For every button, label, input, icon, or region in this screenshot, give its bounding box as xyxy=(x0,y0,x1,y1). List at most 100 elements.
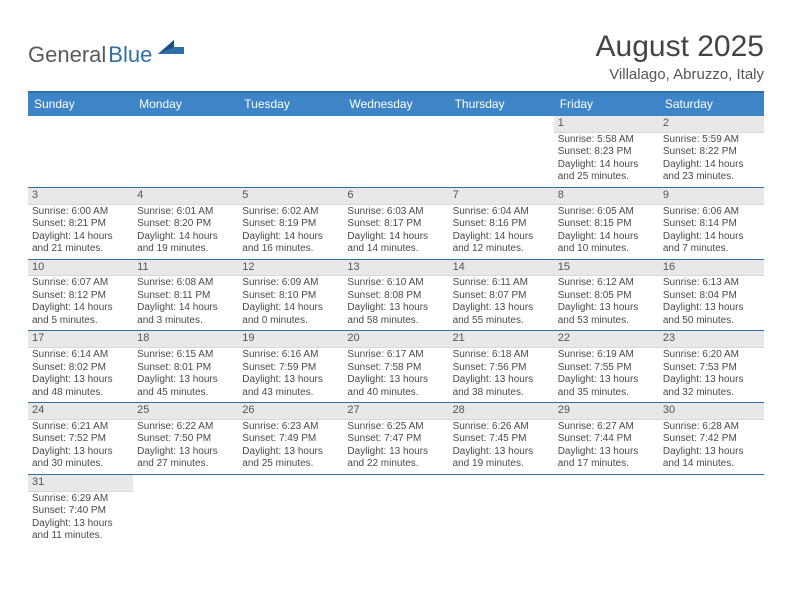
sunset-line: Sunset: 8:04 PM xyxy=(663,290,760,303)
daylight-line: Daylight: 13 hours xyxy=(32,518,129,531)
logo-text-blue: Blue xyxy=(108,42,152,68)
daylight-line: and 45 minutes. xyxy=(137,387,234,400)
sunset-line: Sunset: 8:17 PM xyxy=(347,218,444,231)
day-number: 9 xyxy=(659,188,764,205)
weekday-header-row: SundayMondayTuesdayWednesdayThursdayFrid… xyxy=(28,93,764,116)
day-number: 28 xyxy=(449,403,554,420)
day-body: Sunrise: 5:58 AMSunset: 8:23 PMDaylight:… xyxy=(554,133,659,187)
sunset-line: Sunset: 7:50 PM xyxy=(137,433,234,446)
flag-icon xyxy=(158,40,184,63)
daylight-line: Daylight: 14 hours xyxy=(347,231,444,244)
day-number: 22 xyxy=(554,331,659,348)
daylight-line: Daylight: 14 hours xyxy=(663,159,760,172)
daylight-line: Daylight: 13 hours xyxy=(453,302,550,315)
day-number: 3 xyxy=(28,188,133,205)
sunrise-line: Sunrise: 6:09 AM xyxy=(242,277,339,290)
day-body: Sunrise: 6:14 AMSunset: 8:02 PMDaylight:… xyxy=(28,348,133,402)
day-body: Sunrise: 6:01 AMSunset: 8:20 PMDaylight:… xyxy=(133,205,238,259)
daylight-line: and 48 minutes. xyxy=(32,387,129,400)
empty-cell xyxy=(28,116,133,187)
day-cell-27: 27Sunrise: 6:25 AMSunset: 7:47 PMDayligh… xyxy=(343,403,448,474)
sunrise-line: Sunrise: 6:11 AM xyxy=(453,277,550,290)
daylight-line: and 14 minutes. xyxy=(663,458,760,471)
empty-cell xyxy=(449,475,554,546)
sunset-line: Sunset: 7:55 PM xyxy=(558,362,655,375)
sunset-line: Sunset: 8:22 PM xyxy=(663,146,760,159)
daylight-line: and 25 minutes. xyxy=(242,458,339,471)
logo: GeneralBlue xyxy=(28,40,184,69)
sunrise-line: Sunrise: 5:59 AM xyxy=(663,134,760,147)
daylight-line: Daylight: 13 hours xyxy=(663,302,760,315)
daylight-line: and 40 minutes. xyxy=(347,387,444,400)
sunrise-line: Sunrise: 6:08 AM xyxy=(137,277,234,290)
day-number: 31 xyxy=(28,475,133,492)
day-body: Sunrise: 6:10 AMSunset: 8:08 PMDaylight:… xyxy=(343,276,448,330)
daylight-line: Daylight: 13 hours xyxy=(347,446,444,459)
daylight-line: Daylight: 14 hours xyxy=(32,302,129,315)
day-body: Sunrise: 6:11 AMSunset: 8:07 PMDaylight:… xyxy=(449,276,554,330)
sunrise-line: Sunrise: 6:12 AM xyxy=(558,277,655,290)
daylight-line: Daylight: 13 hours xyxy=(242,446,339,459)
day-cell-22: 22Sunrise: 6:19 AMSunset: 7:55 PMDayligh… xyxy=(554,331,659,402)
day-cell-10: 10Sunrise: 6:07 AMSunset: 8:12 PMDayligh… xyxy=(28,260,133,331)
day-number: 30 xyxy=(659,403,764,420)
day-number: 4 xyxy=(133,188,238,205)
header: GeneralBlue August 2025 Villalago, Abruz… xyxy=(28,30,764,83)
day-body: Sunrise: 6:18 AMSunset: 7:56 PMDaylight:… xyxy=(449,348,554,402)
calendar: SundayMondayTuesdayWednesdayThursdayFrid… xyxy=(28,91,764,546)
sunrise-line: Sunrise: 6:25 AM xyxy=(347,421,444,434)
day-number: 7 xyxy=(449,188,554,205)
location: Villalago, Abruzzo, Italy xyxy=(596,66,764,83)
daylight-line: Daylight: 14 hours xyxy=(663,231,760,244)
weekday-sunday: Sunday xyxy=(28,93,133,116)
daylight-line: Daylight: 14 hours xyxy=(558,159,655,172)
daylight-line: and 53 minutes. xyxy=(558,315,655,328)
day-cell-6: 6Sunrise: 6:03 AMSunset: 8:17 PMDaylight… xyxy=(343,188,448,259)
sunset-line: Sunset: 8:21 PM xyxy=(32,218,129,231)
day-number: 8 xyxy=(554,188,659,205)
sunrise-line: Sunrise: 6:27 AM xyxy=(558,421,655,434)
day-body: Sunrise: 6:26 AMSunset: 7:45 PMDaylight:… xyxy=(449,420,554,474)
day-body: Sunrise: 6:05 AMSunset: 8:15 PMDaylight:… xyxy=(554,205,659,259)
sunset-line: Sunset: 7:42 PM xyxy=(663,433,760,446)
sunrise-line: Sunrise: 6:22 AM xyxy=(137,421,234,434)
day-body: Sunrise: 6:08 AMSunset: 8:11 PMDaylight:… xyxy=(133,276,238,330)
weekday-monday: Monday xyxy=(133,93,238,116)
sunrise-line: Sunrise: 6:13 AM xyxy=(663,277,760,290)
day-body: Sunrise: 6:21 AMSunset: 7:52 PMDaylight:… xyxy=(28,420,133,474)
day-body: Sunrise: 6:28 AMSunset: 7:42 PMDaylight:… xyxy=(659,420,764,474)
empty-cell xyxy=(238,475,343,546)
day-number: 12 xyxy=(238,260,343,277)
day-body: Sunrise: 6:20 AMSunset: 7:53 PMDaylight:… xyxy=(659,348,764,402)
daylight-line: and 12 minutes. xyxy=(453,243,550,256)
day-cell-23: 23Sunrise: 6:20 AMSunset: 7:53 PMDayligh… xyxy=(659,331,764,402)
day-body: Sunrise: 6:02 AMSunset: 8:19 PMDaylight:… xyxy=(238,205,343,259)
sunset-line: Sunset: 7:47 PM xyxy=(347,433,444,446)
sunset-line: Sunset: 8:11 PM xyxy=(137,290,234,303)
empty-cell xyxy=(449,116,554,187)
day-body: Sunrise: 6:17 AMSunset: 7:58 PMDaylight:… xyxy=(343,348,448,402)
daylight-line: and 35 minutes. xyxy=(558,387,655,400)
sunset-line: Sunset: 8:01 PM xyxy=(137,362,234,375)
day-number: 1 xyxy=(554,116,659,133)
day-cell-30: 30Sunrise: 6:28 AMSunset: 7:42 PMDayligh… xyxy=(659,403,764,474)
empty-cell xyxy=(554,475,659,546)
daylight-line: Daylight: 13 hours xyxy=(347,302,444,315)
daylight-line: Daylight: 14 hours xyxy=(32,231,129,244)
empty-cell xyxy=(133,116,238,187)
day-number: 20 xyxy=(343,331,448,348)
sunset-line: Sunset: 8:07 PM xyxy=(453,290,550,303)
sunset-line: Sunset: 8:12 PM xyxy=(32,290,129,303)
empty-cell xyxy=(343,475,448,546)
day-body: Sunrise: 6:19 AMSunset: 7:55 PMDaylight:… xyxy=(554,348,659,402)
day-body: Sunrise: 6:29 AMSunset: 7:40 PMDaylight:… xyxy=(28,492,133,546)
daylight-line: and 7 minutes. xyxy=(663,243,760,256)
week-row: 3Sunrise: 6:00 AMSunset: 8:21 PMDaylight… xyxy=(28,188,764,260)
daylight-line: Daylight: 13 hours xyxy=(558,302,655,315)
sunrise-line: Sunrise: 6:10 AM xyxy=(347,277,444,290)
day-body: Sunrise: 6:12 AMSunset: 8:05 PMDaylight:… xyxy=(554,276,659,330)
empty-cell xyxy=(133,475,238,546)
day-number: 14 xyxy=(449,260,554,277)
weeks-container: 1Sunrise: 5:58 AMSunset: 8:23 PMDaylight… xyxy=(28,116,764,546)
sunrise-line: Sunrise: 6:18 AM xyxy=(453,349,550,362)
